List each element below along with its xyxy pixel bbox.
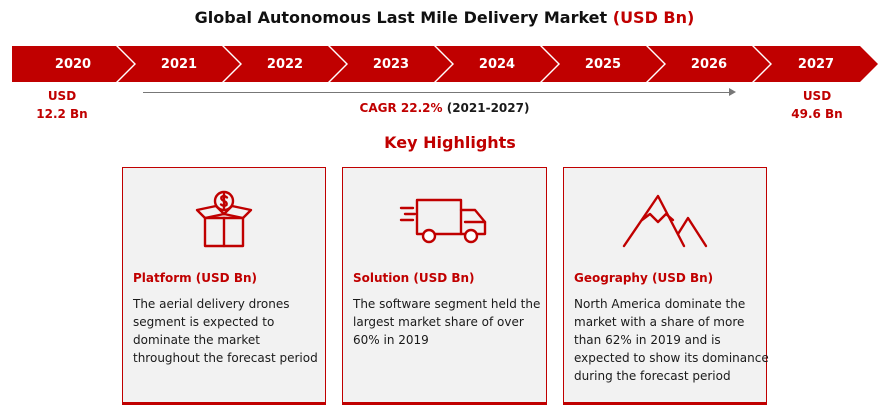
delivery-truck-icon	[343, 190, 546, 252]
highlight-card-geography: Geography (USD Bn) North America dominat…	[563, 167, 769, 405]
card-title: Solution (USD Bn)	[353, 271, 475, 285]
timeline-year-2022: 2022	[224, 46, 346, 82]
card-text: The software segment held the largest ma…	[353, 297, 541, 347]
start-amount: 12.2 Bn	[36, 107, 88, 121]
money-box-icon	[123, 190, 325, 252]
key-highlights-heading: Key Highlights	[384, 133, 516, 152]
start-currency: USD	[47, 89, 77, 103]
title-main: Global Autonomous Last Mile Delivery Mar…	[194, 8, 608, 27]
cagr-period: (2021-2027)	[446, 101, 530, 115]
mountain-icon	[564, 190, 766, 252]
timeline-year-2026: 2026	[648, 46, 770, 82]
highlight-card-platform: Platform (USD Bn) The aerial delivery dr…	[122, 167, 326, 405]
highlight-card-solution: Solution (USD Bn) The software segment h…	[342, 167, 547, 405]
cagr-arrow-line	[143, 92, 733, 93]
cagr-text: CAGR 22.2% (2021-2027)	[0, 101, 889, 115]
start-value: USD 12.2 Bn	[22, 87, 102, 123]
timeline-year-2027: 2027	[754, 46, 878, 82]
cagr-label: CAGR 22.2%	[359, 101, 443, 115]
card-text: The aerial delivery drones segment is ex…	[133, 297, 318, 365]
end-value: USD 49.6 Bn	[777, 87, 857, 123]
timeline-year-2021: 2021	[118, 46, 240, 82]
card-text: North America dominate the market with a…	[574, 297, 769, 383]
page-title: Global Autonomous Last Mile Delivery Mar…	[0, 8, 889, 27]
year-timeline: 2020 2021 2022 2023 2024 2025 2026 2027	[12, 46, 878, 82]
timeline-year-2023: 2023	[330, 46, 452, 82]
card-title: Platform (USD Bn)	[133, 271, 257, 285]
timeline-year-2024: 2024	[436, 46, 558, 82]
end-currency: USD	[802, 89, 832, 103]
card-title: Geography (USD Bn)	[574, 271, 714, 285]
timeline-year-2025: 2025	[542, 46, 664, 82]
end-amount: 49.6 Bn	[791, 107, 843, 121]
timeline-year-2020: 2020	[12, 46, 134, 82]
arrow-right-icon	[729, 88, 736, 96]
title-unit: (USD Bn)	[612, 8, 695, 27]
